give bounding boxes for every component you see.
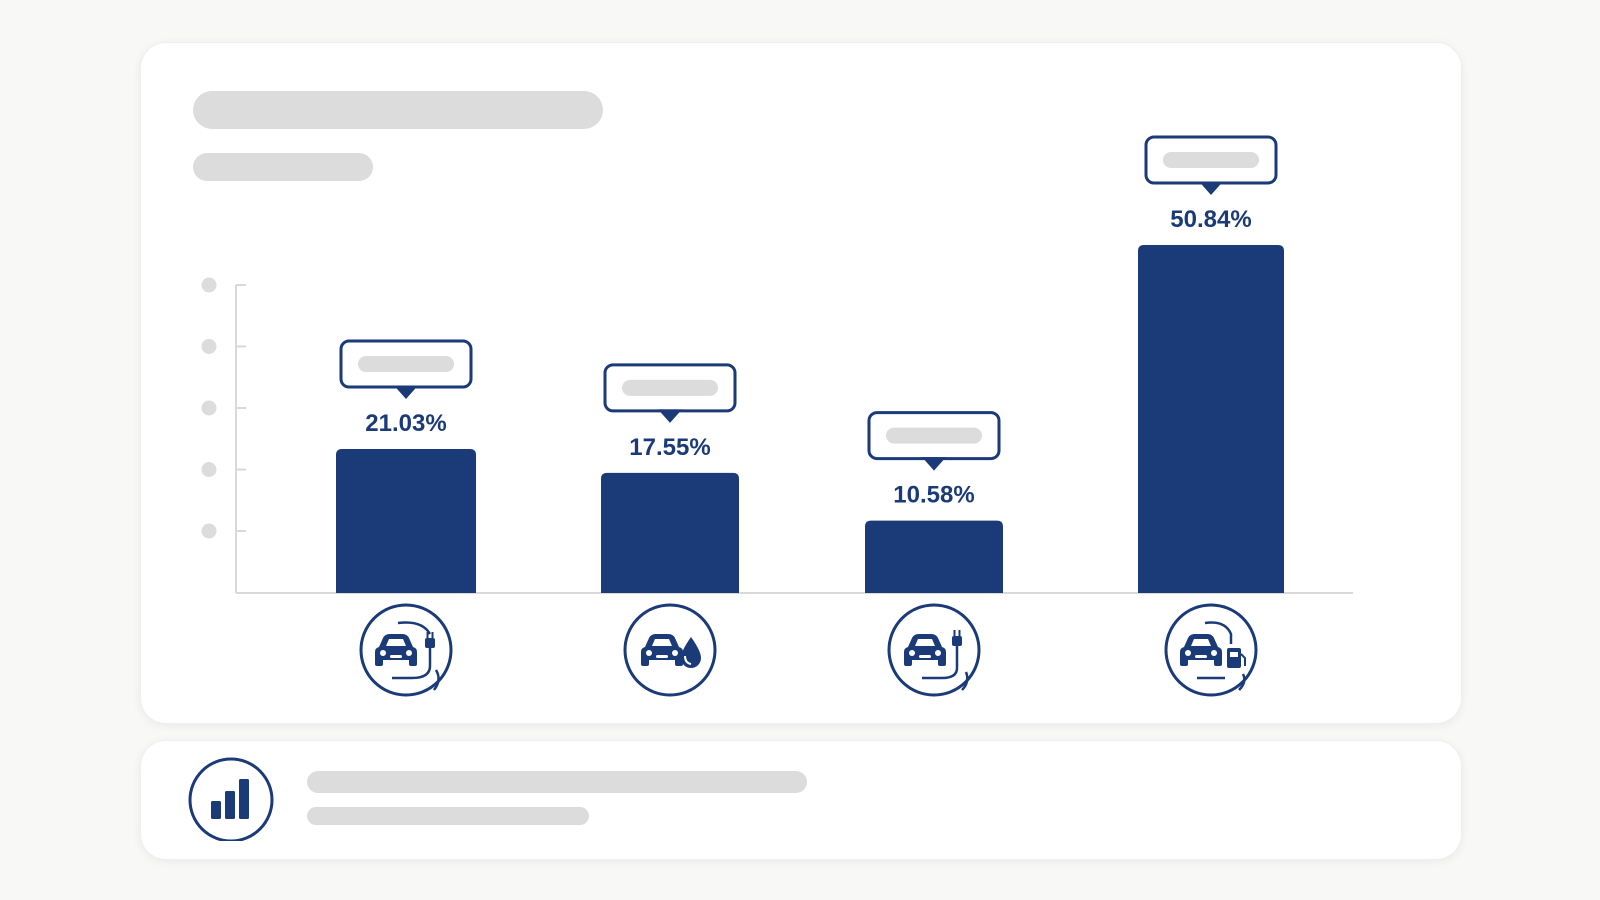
bar-group: 17.55% [601,363,739,593]
callout-pointer [658,409,682,423]
y-tick-label-placeholder [201,277,217,293]
summary-title-placeholder [307,771,807,793]
electric-car-icon [887,603,981,697]
bar-group: 50.84% [1138,135,1284,593]
category-label-placeholder [358,356,454,373]
plug-in-hybrid-car-icon [359,603,453,697]
bar [336,449,476,593]
bar-value-label: 21.03% [365,410,446,437]
y-tick-label-placeholder [201,523,217,539]
summary-subtitle-placeholder [307,807,589,825]
chart-title-placeholder [193,91,603,129]
y-tick-label-placeholder [201,339,217,354]
bar-chart-icon [188,757,274,841]
callout-pointer [922,457,946,471]
y-tick-label-placeholder [201,462,217,477]
bar-chart: 21.03% 17.55% 10.58% 50.84% [201,135,1353,697]
category-label-placeholder [622,379,718,396]
chart-subtitle-placeholder [193,153,373,181]
callout-pointer [1199,181,1223,195]
bar-value-label: 50.84% [1170,206,1251,233]
bars-group: 21.03% 17.55% 10.58% 50.84% [336,135,1284,593]
callout-pointer [394,385,418,400]
hybrid-car-icon [623,603,717,697]
summary-card [140,740,1462,860]
bar [865,520,1003,593]
bar [1138,245,1284,593]
gasoline-car-icon [1164,603,1258,697]
y-tick-label-placeholder [201,400,217,416]
chart-card: 21.03% 17.55% 10.58% 50.84% [140,42,1462,724]
bar-value-label: 10.58% [893,482,974,509]
bar-value-label: 17.55% [629,434,710,461]
bar [601,472,739,593]
bar-group: 10.58% [865,411,1003,593]
category-label-placeholder [1163,152,1259,168]
bar-group: 21.03% [336,339,476,593]
category-label-placeholder [886,427,982,444]
category-icons-group [359,603,1258,697]
